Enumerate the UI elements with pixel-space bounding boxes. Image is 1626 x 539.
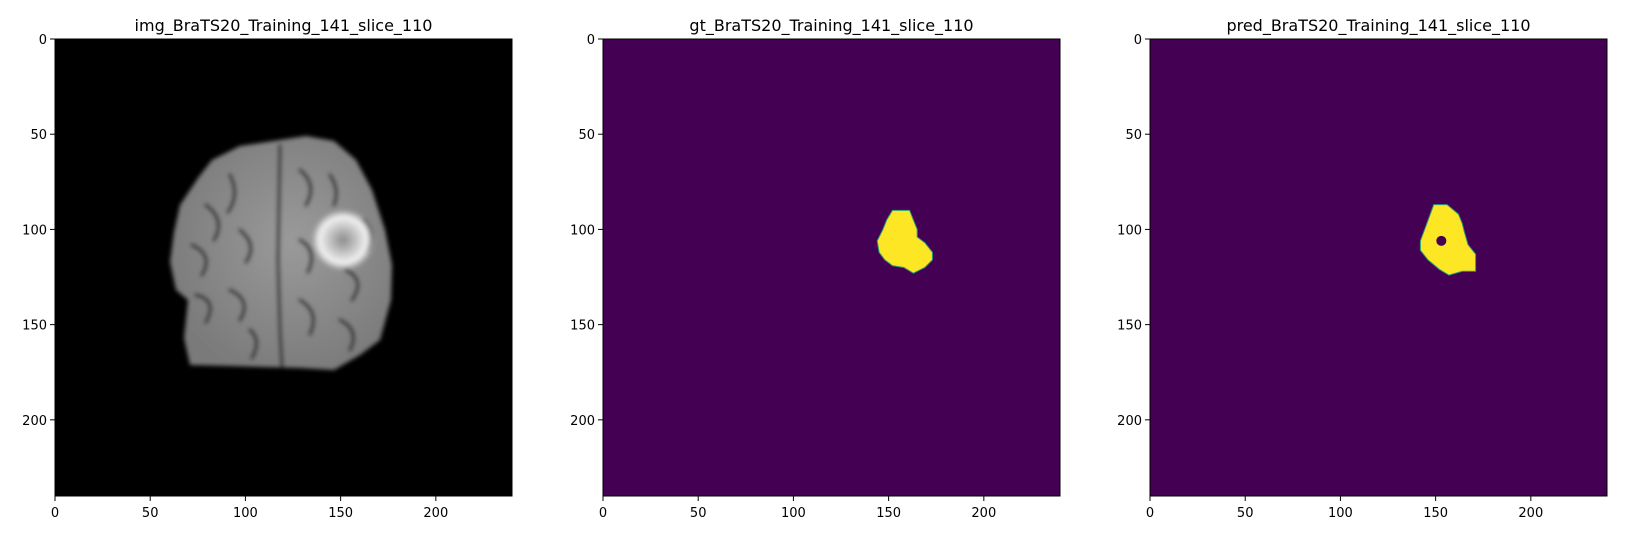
y-tick-label: 0 [1134,33,1142,48]
x-tick-label: 200 [1518,506,1543,521]
x-tick-label: 0 [51,506,59,521]
y-tick-label: 150 [22,319,47,334]
y-tick-label: 200 [570,414,595,429]
axes-frame [1149,38,1608,497]
y-tick-label: 150 [1117,319,1142,334]
y-tick-label: 100 [22,223,47,238]
y-tick-label: 100 [570,223,595,238]
mask-hole [1436,235,1447,246]
x-tick-label: 200 [971,506,996,521]
x-tick-label: 0 [599,506,607,521]
x-tick-label: 200 [423,506,448,521]
y-tick-label: 50 [578,128,595,143]
mask-background [603,39,1060,496]
x-tick-label: 150 [328,506,353,521]
axes-frame [602,38,1061,497]
x-tick-label: 50 [1237,506,1254,521]
panel-title: gt_BraTS20_Training_141_slice_110 [689,16,973,36]
x-tick-label: 150 [1423,506,1448,521]
axis-ticks: 0 50 100 150 200 0 50 100 150 200 [570,33,996,521]
x-tick-label: 100 [1328,506,1353,521]
y-tick-label: 0 [39,33,47,48]
lesion [311,209,375,271]
y-tick-label: 50 [1125,128,1142,143]
x-tick-label: 100 [781,506,806,521]
sulci [190,144,373,368]
y-tick-label: 0 [587,33,595,48]
y-tick-label: 50 [30,128,47,143]
x-tick-label: 50 [690,506,707,521]
tumor-mask [1419,204,1477,276]
tumor-mask [876,209,933,274]
mask-background [1150,39,1607,496]
axis-ticks: 0 50 100 150 200 0 50 100 150 200 [22,33,448,521]
x-tick-label: 150 [876,506,901,521]
y-tick-label: 150 [570,319,595,334]
panel-title: pred_BraTS20_Training_141_slice_110 [1226,16,1530,36]
x-tick-label: 50 [142,506,159,521]
panel-img: img_BraTS20_Training_141_slice_110 [22,16,513,521]
panel-title: img_BraTS20_Training_141_slice_110 [135,16,433,36]
y-tick-label: 200 [22,414,47,429]
axes-frame [54,38,513,497]
brain-image [170,136,392,370]
x-tick-label: 100 [233,506,258,521]
panel-gt: gt_BraTS20_Training_141_slice_110 0 50 100… [570,16,1061,521]
axis-ticks: 0 50 100 150 200 0 50 100 150 200 [1117,33,1543,521]
y-tick-label: 200 [1117,414,1142,429]
y-tick-label: 100 [1117,223,1142,238]
x-tick-label: 0 [1146,506,1154,521]
panel-pred: pred_BraTS20_Training_141_slice_110 0 50 1… [1117,16,1608,521]
